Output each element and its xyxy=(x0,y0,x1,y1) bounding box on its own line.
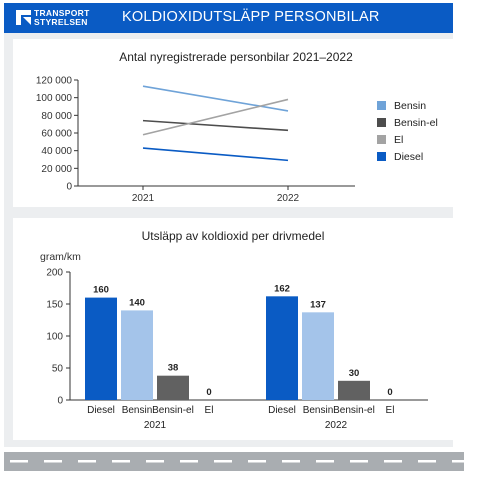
legend-label: Bensin-el xyxy=(394,117,438,129)
legend-label: El xyxy=(394,134,403,146)
lane-dash xyxy=(10,460,28,463)
page-title: KOLDIOXIDUTSLÄPP PERSONBILAR xyxy=(122,9,380,25)
y-tick-label: 60 000 xyxy=(41,129,72,140)
bar-diesel-2022 xyxy=(266,296,298,400)
bar-value-label: 30 xyxy=(349,368,360,379)
line-chart: Antal nyregistrerade personbilar 2021–20… xyxy=(36,50,438,204)
road-lane-markings xyxy=(10,460,470,463)
lane-dash xyxy=(146,460,164,463)
lane-dash xyxy=(180,460,198,463)
lane-dash xyxy=(384,460,402,463)
bar-bensin-el-2022 xyxy=(338,380,370,400)
lane-dash xyxy=(452,460,470,463)
legend-swatch xyxy=(377,135,386,144)
y-tick-label: 80 000 xyxy=(41,111,72,122)
bar-chart-ylabel: gram/km xyxy=(40,251,81,263)
logo-line-1: TRANSPORT xyxy=(34,8,90,18)
bar-value-label: 0 xyxy=(206,387,211,398)
category-label: Bensin-el xyxy=(333,405,375,416)
y-tick-label: 120 000 xyxy=(36,76,73,87)
bar-chart: Utsläpp av koldioxid per drivmedel gram/… xyxy=(40,229,428,431)
bar-value-label: 137 xyxy=(310,299,326,310)
category-label: Bensin-el xyxy=(152,405,194,416)
legend-swatch xyxy=(377,118,386,127)
y-tick-label: 150 xyxy=(46,300,63,311)
lane-dash xyxy=(418,460,436,463)
series-line-diesel xyxy=(142,147,289,162)
bar-value-label: 160 xyxy=(93,285,109,296)
y-tick-label: 0 xyxy=(66,182,72,193)
road-decoration xyxy=(4,452,470,471)
y-tick-label: 100 xyxy=(46,332,63,343)
legend-swatch xyxy=(377,101,386,110)
line-chart-title: Antal nyregistrerade personbilar 2021–20… xyxy=(119,50,353,64)
lane-dash xyxy=(282,460,300,463)
y-tick-label: 50 xyxy=(52,364,64,375)
bar-bensin-2022 xyxy=(302,312,334,400)
bar-chart-title: Utsläpp av koldioxid per drivmedel xyxy=(142,229,325,243)
logo-line-2: STYRELSEN xyxy=(34,17,88,27)
lane-dash xyxy=(44,460,62,463)
group-label: 2021 xyxy=(144,420,167,431)
bar-value-label: 38 xyxy=(168,363,179,374)
bar-bensin-2021 xyxy=(121,310,153,400)
series-line-el xyxy=(142,98,289,136)
y-tick-label: 20 000 xyxy=(41,164,72,175)
y-tick-label: 100 000 xyxy=(36,93,73,104)
category-label: Diesel xyxy=(87,405,115,416)
lane-dash xyxy=(248,460,266,463)
legend-label: Bensin xyxy=(394,100,426,112)
category-label: El xyxy=(205,405,214,416)
logo-arrow-icon xyxy=(16,10,31,25)
category-label: Bensin xyxy=(303,405,334,416)
bar-chart-card: Utsläpp av koldioxid per drivmedel gram/… xyxy=(13,218,453,440)
category-label: Bensin xyxy=(122,405,153,416)
bar-value-label: 162 xyxy=(274,283,290,294)
group-label: 2022 xyxy=(325,420,348,431)
legend-label: Diesel xyxy=(394,151,423,163)
y-tick-label: 200 xyxy=(46,268,63,279)
bar-diesel-2021 xyxy=(85,297,117,400)
series-line-bensin-el xyxy=(142,119,289,132)
lane-dash xyxy=(316,460,334,463)
lane-dash xyxy=(214,460,232,463)
line-chart-card: Antal nyregistrerade personbilar 2021–20… xyxy=(13,39,453,207)
lane-dash xyxy=(350,460,368,463)
series-line-bensin xyxy=(142,85,289,112)
lane-dash xyxy=(112,460,130,463)
bar-value-label: 0 xyxy=(387,387,392,398)
y-tick-label: 0 xyxy=(57,396,63,407)
x-tick-label: 2021 xyxy=(132,193,155,204)
legend-swatch xyxy=(377,152,386,161)
y-tick-label: 40 000 xyxy=(41,146,72,157)
bar-bensin-el-2021 xyxy=(157,375,189,400)
transportstyrelsen-logo: TRANSPORT STYRELSEN xyxy=(16,9,96,29)
bar-value-label: 140 xyxy=(129,297,145,308)
category-label: El xyxy=(386,405,395,416)
category-label: Diesel xyxy=(268,405,296,416)
lane-dash xyxy=(78,460,96,463)
x-tick-label: 2022 xyxy=(277,193,300,204)
header-bar: TRANSPORT STYRELSEN KOLDIOXIDUTSLÄPP PER… xyxy=(4,3,453,33)
